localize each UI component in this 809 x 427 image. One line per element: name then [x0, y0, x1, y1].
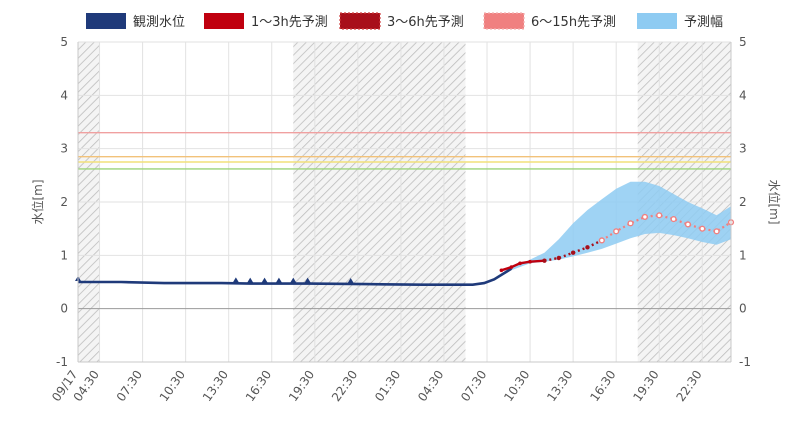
observed-marker [232, 277, 239, 283]
forecast-3-6h-point [585, 245, 590, 250]
x-tick-label: 10:30 [157, 368, 188, 404]
x-tick-label: 01:30 [372, 368, 403, 404]
observed-marker [247, 277, 254, 283]
legend-swatch [339, 12, 381, 30]
observed-marker [347, 278, 354, 283]
x-tick-label: 19:30 [286, 368, 317, 404]
forecast-1-3h-point [509, 265, 514, 269]
y-tick-label-right: 4 [739, 88, 747, 102]
forecast-6-15h-point [641, 213, 648, 221]
y-tick-label-left: 2 [60, 195, 68, 209]
legend-swatch [483, 12, 525, 30]
legend-swatch [637, 13, 677, 29]
observed-marker [290, 277, 297, 283]
legend-label: 3〜6h先予測 [387, 15, 464, 30]
x-tick-label: 13:30 [544, 368, 575, 404]
legend-label: 1〜3h先予測 [251, 15, 328, 30]
series-forecast-6-15h [601, 214, 732, 242]
forecast-1-3h-point [528, 259, 532, 264]
legend-label: 予測幅 [684, 15, 723, 30]
forecast-3-6h-point [542, 258, 547, 263]
y-tick-label-right: 3 [739, 142, 747, 156]
forecast-6-15h-point [656, 212, 663, 219]
y-tick-label-right: 1 [739, 248, 747, 262]
y-tick-label-right: 5 [739, 35, 747, 49]
x-tick-label: 13:30 [200, 368, 231, 404]
forecast-3-6h-point [556, 255, 561, 261]
legend-swatch [204, 13, 244, 29]
x-tick-label: 16:30 [587, 368, 618, 404]
forecast-6-15h-point [598, 237, 605, 244]
x-tick-label: 22:30 [673, 368, 704, 404]
forecast-band [511, 181, 731, 271]
forecast-3-6h-point [570, 250, 576, 255]
y-tick-label-left: 1 [60, 248, 68, 262]
x-tick-label: 22:30 [329, 368, 360, 404]
y-tick-label-left: 4 [60, 88, 68, 102]
forecast-6-15h-point [670, 215, 677, 223]
x-tick-label: 07:30 [458, 368, 489, 404]
y-tick-label-left: 3 [60, 142, 68, 156]
legend-swatch [86, 13, 126, 29]
forecast-6-15h-point [613, 228, 620, 235]
series-observed [78, 267, 513, 287]
y-tick-label-right: -1 [739, 355, 751, 369]
y-tick-label-left: -1 [56, 355, 68, 369]
y-tick-label-left: 0 [60, 302, 68, 316]
x-tick-label: 10:30 [501, 368, 532, 404]
y-tick-label-right: 0 [739, 302, 747, 316]
y-tick-label-right: 2 [739, 195, 747, 209]
y-axis-title-right: 水位[m] [767, 179, 782, 224]
legend-label: 6〜15h先予測 [531, 15, 616, 30]
forecast-6-15h-point [627, 220, 634, 227]
forecast-1-3h-point [499, 268, 504, 273]
observed-marker [275, 277, 282, 283]
forecast-1-3h-point [518, 261, 522, 266]
x-tick-label: 19:30 [630, 368, 661, 404]
x-tick-label: 07:30 [114, 368, 145, 404]
x-tick-label: 16:30 [243, 368, 274, 404]
x-tick-label: 04:30 [415, 368, 446, 404]
forecast-6-15h-point [699, 225, 706, 232]
y-axis-title-left: 水位[m] [30, 179, 45, 224]
forecast-6-15h-point [713, 228, 720, 235]
y-tick-label-left: 5 [60, 35, 68, 49]
legend-label: 観測水位 [133, 15, 185, 30]
series-forecast-3-6h [544, 239, 603, 262]
observed-marker [304, 277, 311, 283]
observed-marker [261, 277, 268, 283]
forecast-6-15h-point [684, 221, 692, 228]
